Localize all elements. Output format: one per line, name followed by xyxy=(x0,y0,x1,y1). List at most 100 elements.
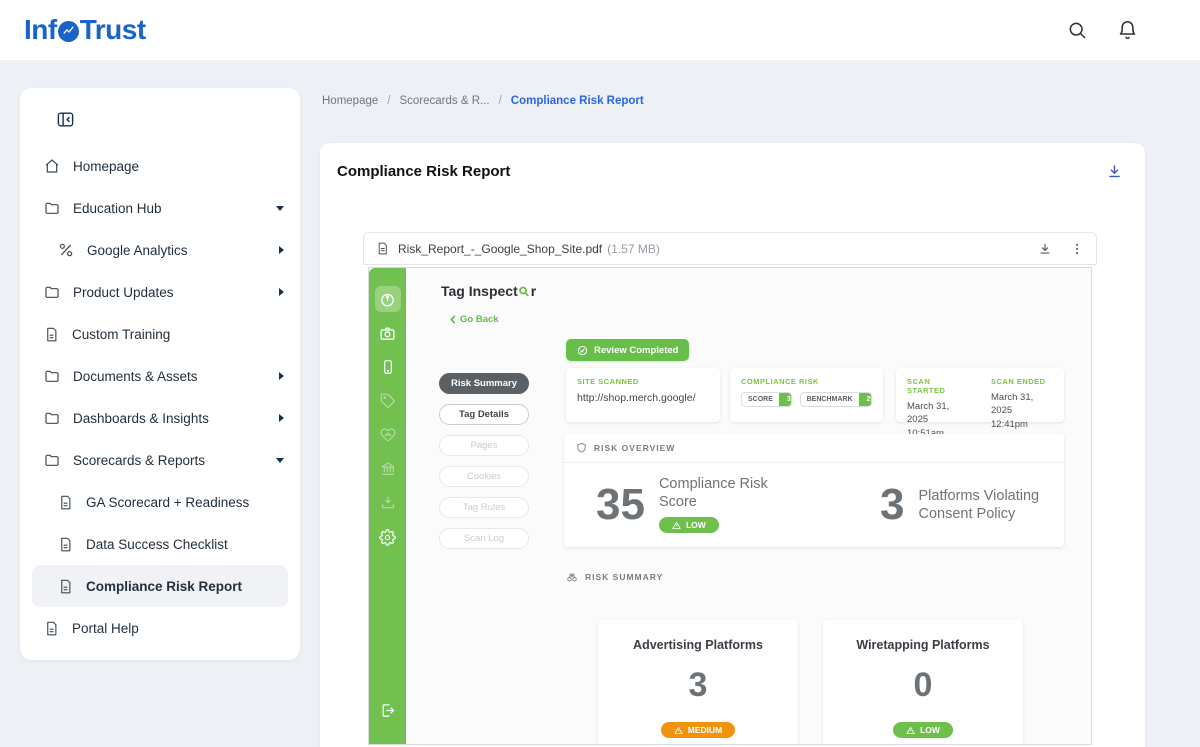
violations-caption: Platforms Violating Consent Policy xyxy=(918,487,1040,522)
chevron-left-icon xyxy=(450,315,456,324)
pdf-more-menu-icon[interactable] xyxy=(1070,242,1084,256)
magnifier-o-icon xyxy=(518,285,530,298)
folder-icon xyxy=(44,200,60,216)
sidebar-item-label: Scorecards & Reports xyxy=(73,452,206,468)
pdf-viewer: Tag Inspect r Go Back Risk Summary Tag D… xyxy=(368,267,1092,745)
inspector-nav-strip xyxy=(369,268,406,744)
review-status-label: Review Completed xyxy=(594,344,679,356)
review-status-badge: Review Completed xyxy=(566,339,690,361)
sidebar-item-scorecards-reports[interactable]: Scorecards & Reports xyxy=(20,439,300,481)
sidebar-item-label: Compliance Risk Report xyxy=(86,578,243,594)
gear-settings-icon[interactable] xyxy=(375,524,401,550)
report-download-icon[interactable] xyxy=(1106,163,1123,183)
breadcrumb-homepage[interactable]: Homepage xyxy=(322,95,379,107)
pill-tag-details[interactable]: Tag Details xyxy=(439,404,529,425)
sidebar-item-label: Education Hub xyxy=(73,200,162,216)
score-badge-label: SCORE xyxy=(742,393,779,406)
sidebar-item-custom-training[interactable]: Custom Training xyxy=(20,313,300,355)
wiretapping-risk-badge: LOW xyxy=(893,722,953,738)
sidebar-item-homepage[interactable]: Homepage xyxy=(20,145,300,187)
mobile-device-icon[interactable] xyxy=(375,354,401,380)
document-icon xyxy=(44,327,59,342)
site-scanned-url: http://shop.merch.google/ xyxy=(577,392,696,404)
sidebar-collapse-icon[interactable] xyxy=(56,110,75,129)
pdf-download-icon[interactable] xyxy=(1038,242,1052,256)
pill-pages: Pages xyxy=(439,435,529,456)
document-icon xyxy=(58,495,73,510)
tag-icon[interactable] xyxy=(375,388,401,414)
pill-cookies: Cookies xyxy=(439,466,529,487)
tag-inspector-logo-pre: Tag Inspect xyxy=(441,283,518,299)
scan-times-card: SCAN STARTED March 31, 2025 10:51am SCAN… xyxy=(896,368,1064,439)
sidebar-item-label: Documents & Assets xyxy=(73,368,198,384)
risk-summary-header: RISK SUMMARY xyxy=(566,571,663,583)
sidebar-nav-list: Homepage Education Hub Google Analytics … xyxy=(20,145,300,649)
wiretapping-platforms-card: Wiretapping Platforms 0 LOW 0 After Reje… xyxy=(823,620,1023,744)
wiretapping-platforms-value: 0 xyxy=(913,666,933,704)
folder-icon xyxy=(44,368,60,384)
sidebar-item-label: Data Success Checklist xyxy=(86,536,228,552)
risk-score-caption: Compliance Risk Score xyxy=(658,476,768,511)
document-icon xyxy=(58,537,73,552)
score-badge: SCORE 35 xyxy=(741,392,792,407)
sidebar-item-google-analytics[interactable]: Google Analytics xyxy=(20,229,300,271)
bank-icon[interactable] xyxy=(375,456,401,482)
infotrust-logo[interactable]: Inf Trust xyxy=(24,14,146,46)
sidebar-item-product-updates[interactable]: Product Updates xyxy=(20,271,300,313)
page-title: Compliance Risk Report xyxy=(337,163,511,180)
breadcrumb-separator: / xyxy=(498,95,502,107)
main-content-card: Compliance Risk Report Risk_Report_-_Goo… xyxy=(320,143,1145,747)
go-back-link[interactable]: Go Back xyxy=(449,314,499,325)
logo-text-pre: Inf xyxy=(24,14,57,45)
sidebar-item-education-hub[interactable]: Education Hub xyxy=(20,187,300,229)
tag-inspector-logo: Tag Inspect r xyxy=(441,283,536,299)
compliance-risk-label: COMPLIANCE RISK xyxy=(741,377,819,386)
pill-risk-summary[interactable]: Risk Summary xyxy=(439,373,529,394)
inbox-download-icon[interactable] xyxy=(375,490,401,516)
gauge-dashboard-icon[interactable] xyxy=(374,286,401,312)
benchmark-badge-value: 29% xyxy=(858,393,871,406)
breadcrumb-scorecards[interactable]: Scorecards & R... xyxy=(399,95,490,107)
pill-tag-rules: Tag Rules xyxy=(439,497,529,518)
go-back-label: Go Back xyxy=(460,314,499,325)
pill-scan-log: Scan Log xyxy=(439,528,529,549)
warning-triangle-icon xyxy=(906,726,915,734)
topbar-actions xyxy=(1067,20,1138,41)
check-circle-icon xyxy=(577,345,588,355)
advertising-platforms-value: 3 xyxy=(688,666,708,704)
logout-icon[interactable] xyxy=(369,702,406,719)
sidebar-item-data-success-checklist[interactable]: Data Success Checklist xyxy=(20,523,300,565)
compliance-risk-card: COMPLIANCE RISK SCORE 35 BENCHMARK 29% xyxy=(730,368,883,422)
tag-inspector-logo-post: r xyxy=(530,283,537,299)
sidebar-item-portal-help[interactable]: Portal Help xyxy=(20,607,300,649)
scan-started-block: SCAN STARTED March 31, 2025 10:51am xyxy=(907,377,969,440)
camera-icon[interactable] xyxy=(375,320,401,346)
sidebar-item-label: Custom Training xyxy=(72,326,171,342)
folder-icon xyxy=(44,410,60,426)
sidebar-item-documents-assets[interactable]: Documents & Assets xyxy=(20,355,300,397)
warning-triangle-icon xyxy=(674,726,683,734)
violations-block: 3 Platforms Violating Consent Policy xyxy=(814,463,1064,547)
chevron-right-icon xyxy=(279,288,284,296)
shield-icon xyxy=(577,442,586,453)
heart-health-icon[interactable] xyxy=(375,422,401,448)
folder-icon xyxy=(44,452,60,468)
sidebar-item-compliance-risk-report[interactable]: Compliance Risk Report xyxy=(32,565,288,607)
notifications-bell-icon[interactable] xyxy=(1117,20,1138,41)
warning-triangle-icon xyxy=(672,521,681,529)
pdf-actions xyxy=(1038,242,1084,256)
scan-started-date: March 31, 2025 xyxy=(907,401,950,426)
sidebar-item-dashboards-insights[interactable]: Dashboards & Insights xyxy=(20,397,300,439)
sidebar-item-ga-scorecard[interactable]: GA Scorecard + Readiness xyxy=(20,481,300,523)
pdf-filename: Risk_Report_-_Google_Shop_Site.pdf xyxy=(398,241,603,256)
risk-overview-label: RISK OVERVIEW xyxy=(594,443,676,453)
breadcrumb-separator: / xyxy=(387,95,391,107)
pdf-attachment: Risk_Report_-_Google_Shop_Site.pdf (1.57… xyxy=(363,232,1097,745)
risk-summary-label: RISK SUMMARY xyxy=(585,572,664,582)
site-scanned-card: SITE SCANNED http://shop.merch.google/ xyxy=(566,368,720,422)
benchmark-badge: BENCHMARK 29% xyxy=(799,392,872,407)
document-icon xyxy=(44,621,59,636)
search-icon[interactable] xyxy=(1067,20,1087,40)
document-icon xyxy=(58,579,73,594)
sidebar-item-label: Dashboards & Insights xyxy=(73,410,209,426)
